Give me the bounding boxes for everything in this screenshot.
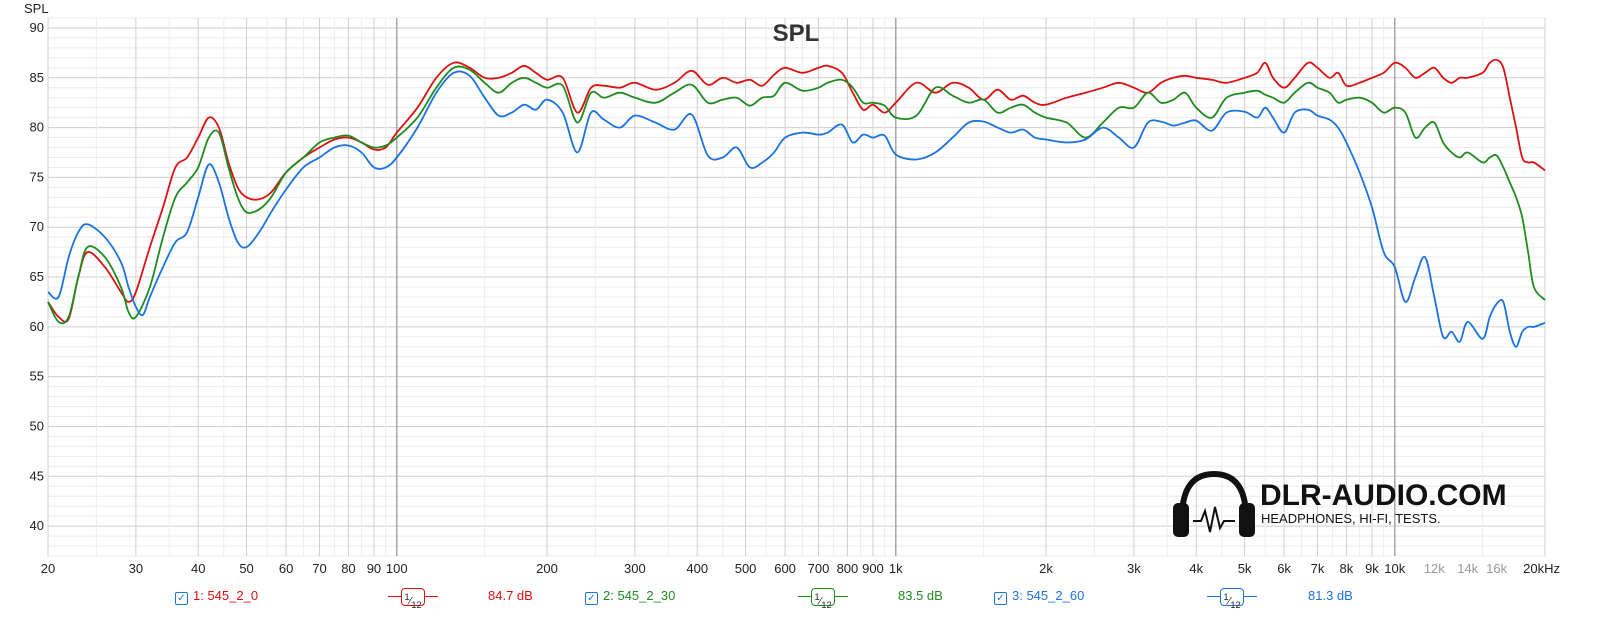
chart-title: SPL (773, 20, 820, 47)
legend-series-3[interactable]: ✓ 3: 545_2_60 (994, 588, 1084, 605)
x-tick-label: 3k (1127, 561, 1141, 576)
legend-average-2: 83.5 dB (898, 588, 943, 603)
series-line-3 (47, 70, 1546, 348)
legend-average-3: 81.3 dB (1308, 588, 1353, 603)
logo-subtitle: HEADPHONES, HI-FI, TESTS. (1261, 511, 1441, 526)
legend-average-1: 84.7 dB (488, 588, 533, 603)
x-tick-label: 20kHz (1523, 561, 1560, 576)
x-tick-label: 300 (624, 561, 646, 576)
x-tick-label: 600 (774, 561, 796, 576)
x-tick-label: 16k (1486, 561, 1507, 576)
y-axis-label: SPL (24, 1, 49, 16)
x-tick-label: 4k (1189, 561, 1203, 576)
series-lines (47, 58, 1546, 348)
y-tick-label: 80 (30, 120, 44, 135)
smoothing-button-1[interactable]: 1⁄12 (388, 586, 438, 610)
x-tick-label: 2k (1039, 561, 1053, 576)
x-tick-label: 200 (536, 561, 558, 576)
y-tick-label: 45 (30, 468, 44, 483)
spl-chart: DLR-AUDIO.COM HEADPHONES, HI-FI, TESTS. … (24, 1, 1560, 576)
y-tick-label: 75 (30, 169, 44, 184)
x-tick-label: 6k (1277, 561, 1291, 576)
legend-label: 3: 545_2_60 (1012, 588, 1085, 603)
y-tick-label: 65 (30, 269, 44, 284)
checkbox-icon[interactable]: ✓ (175, 592, 188, 605)
y-tick-label: 50 (30, 418, 44, 433)
series-line-2 (47, 65, 1546, 325)
x-tick-label: 500 (735, 561, 757, 576)
y-tick-label: 40 (30, 518, 44, 533)
y-tick-label: 85 (30, 70, 44, 85)
x-tick-label: 14k (1457, 561, 1478, 576)
smoothing-value: 1⁄12 (401, 588, 425, 610)
legend-label: 2: 545_2_30 (603, 588, 676, 603)
x-tick-label: 70 (312, 561, 326, 576)
x-tick-label: 7k (1311, 561, 1325, 576)
x-tick-label: 800 (837, 561, 859, 576)
x-tick-label: 50 (239, 561, 253, 576)
x-tick-label: 5k (1238, 561, 1252, 576)
x-tick-label: 80 (341, 561, 355, 576)
smoothing-value: 1⁄12 (811, 588, 835, 610)
x-tick-label: 12k (1424, 561, 1445, 576)
x-tick-label: 400 (686, 561, 708, 576)
y-tick-label: 55 (30, 369, 44, 384)
x-tick-label: 100 (386, 561, 408, 576)
x-tick-label: 700 (808, 561, 830, 576)
x-tick-label: 10k (1384, 561, 1405, 576)
chart-grid (47, 17, 1546, 557)
checkbox-icon[interactable]: ✓ (585, 592, 598, 605)
x-tick-label: 90 (367, 561, 381, 576)
x-tick-label: 9k (1365, 561, 1379, 576)
x-tick-label: 60 (279, 561, 293, 576)
legend-series-1[interactable]: ✓ 1: 545_2_0 (175, 588, 258, 605)
x-tick-label: 1k (889, 561, 903, 576)
headphones-icon (1173, 470, 1255, 537)
logo-title: DLR-AUDIO.COM (1260, 479, 1507, 512)
x-tick-label: 30 (129, 561, 143, 576)
smoothing-button-2[interactable]: 1⁄12 (798, 586, 848, 610)
legend-series-2[interactable]: ✓ 2: 545_2_30 (585, 588, 675, 605)
x-tick-label: 20 (41, 561, 55, 576)
y-tick-label: 70 (30, 219, 44, 234)
x-tick-label: 900 (862, 561, 884, 576)
legend: ✓ 1: 545_2_0 1⁄12 84.7 dB ✓ 2: 545_2_30 1⁄… (0, 584, 1600, 612)
y-tick-label: 60 (30, 319, 44, 334)
chart-axes: SPL SPL 40 45 50 55 60 65 70 75 80 85 90 20 30 40 50 60… (24, 1, 1560, 576)
checkbox-icon[interactable]: ✓ (994, 592, 1007, 605)
smoothing-button-3[interactable]: 1⁄12 (1207, 586, 1257, 610)
x-tick-label: 40 (191, 561, 205, 576)
y-tick-label: 90 (30, 20, 44, 35)
x-tick-label: 8k (1340, 561, 1354, 576)
smoothing-value: 1⁄12 (1220, 588, 1244, 610)
legend-label: 1: 545_2_0 (193, 588, 259, 603)
dlr-audio-logo: DLR-AUDIO.COM HEADPHONES, HI-FI, TESTS. (1173, 470, 1507, 537)
